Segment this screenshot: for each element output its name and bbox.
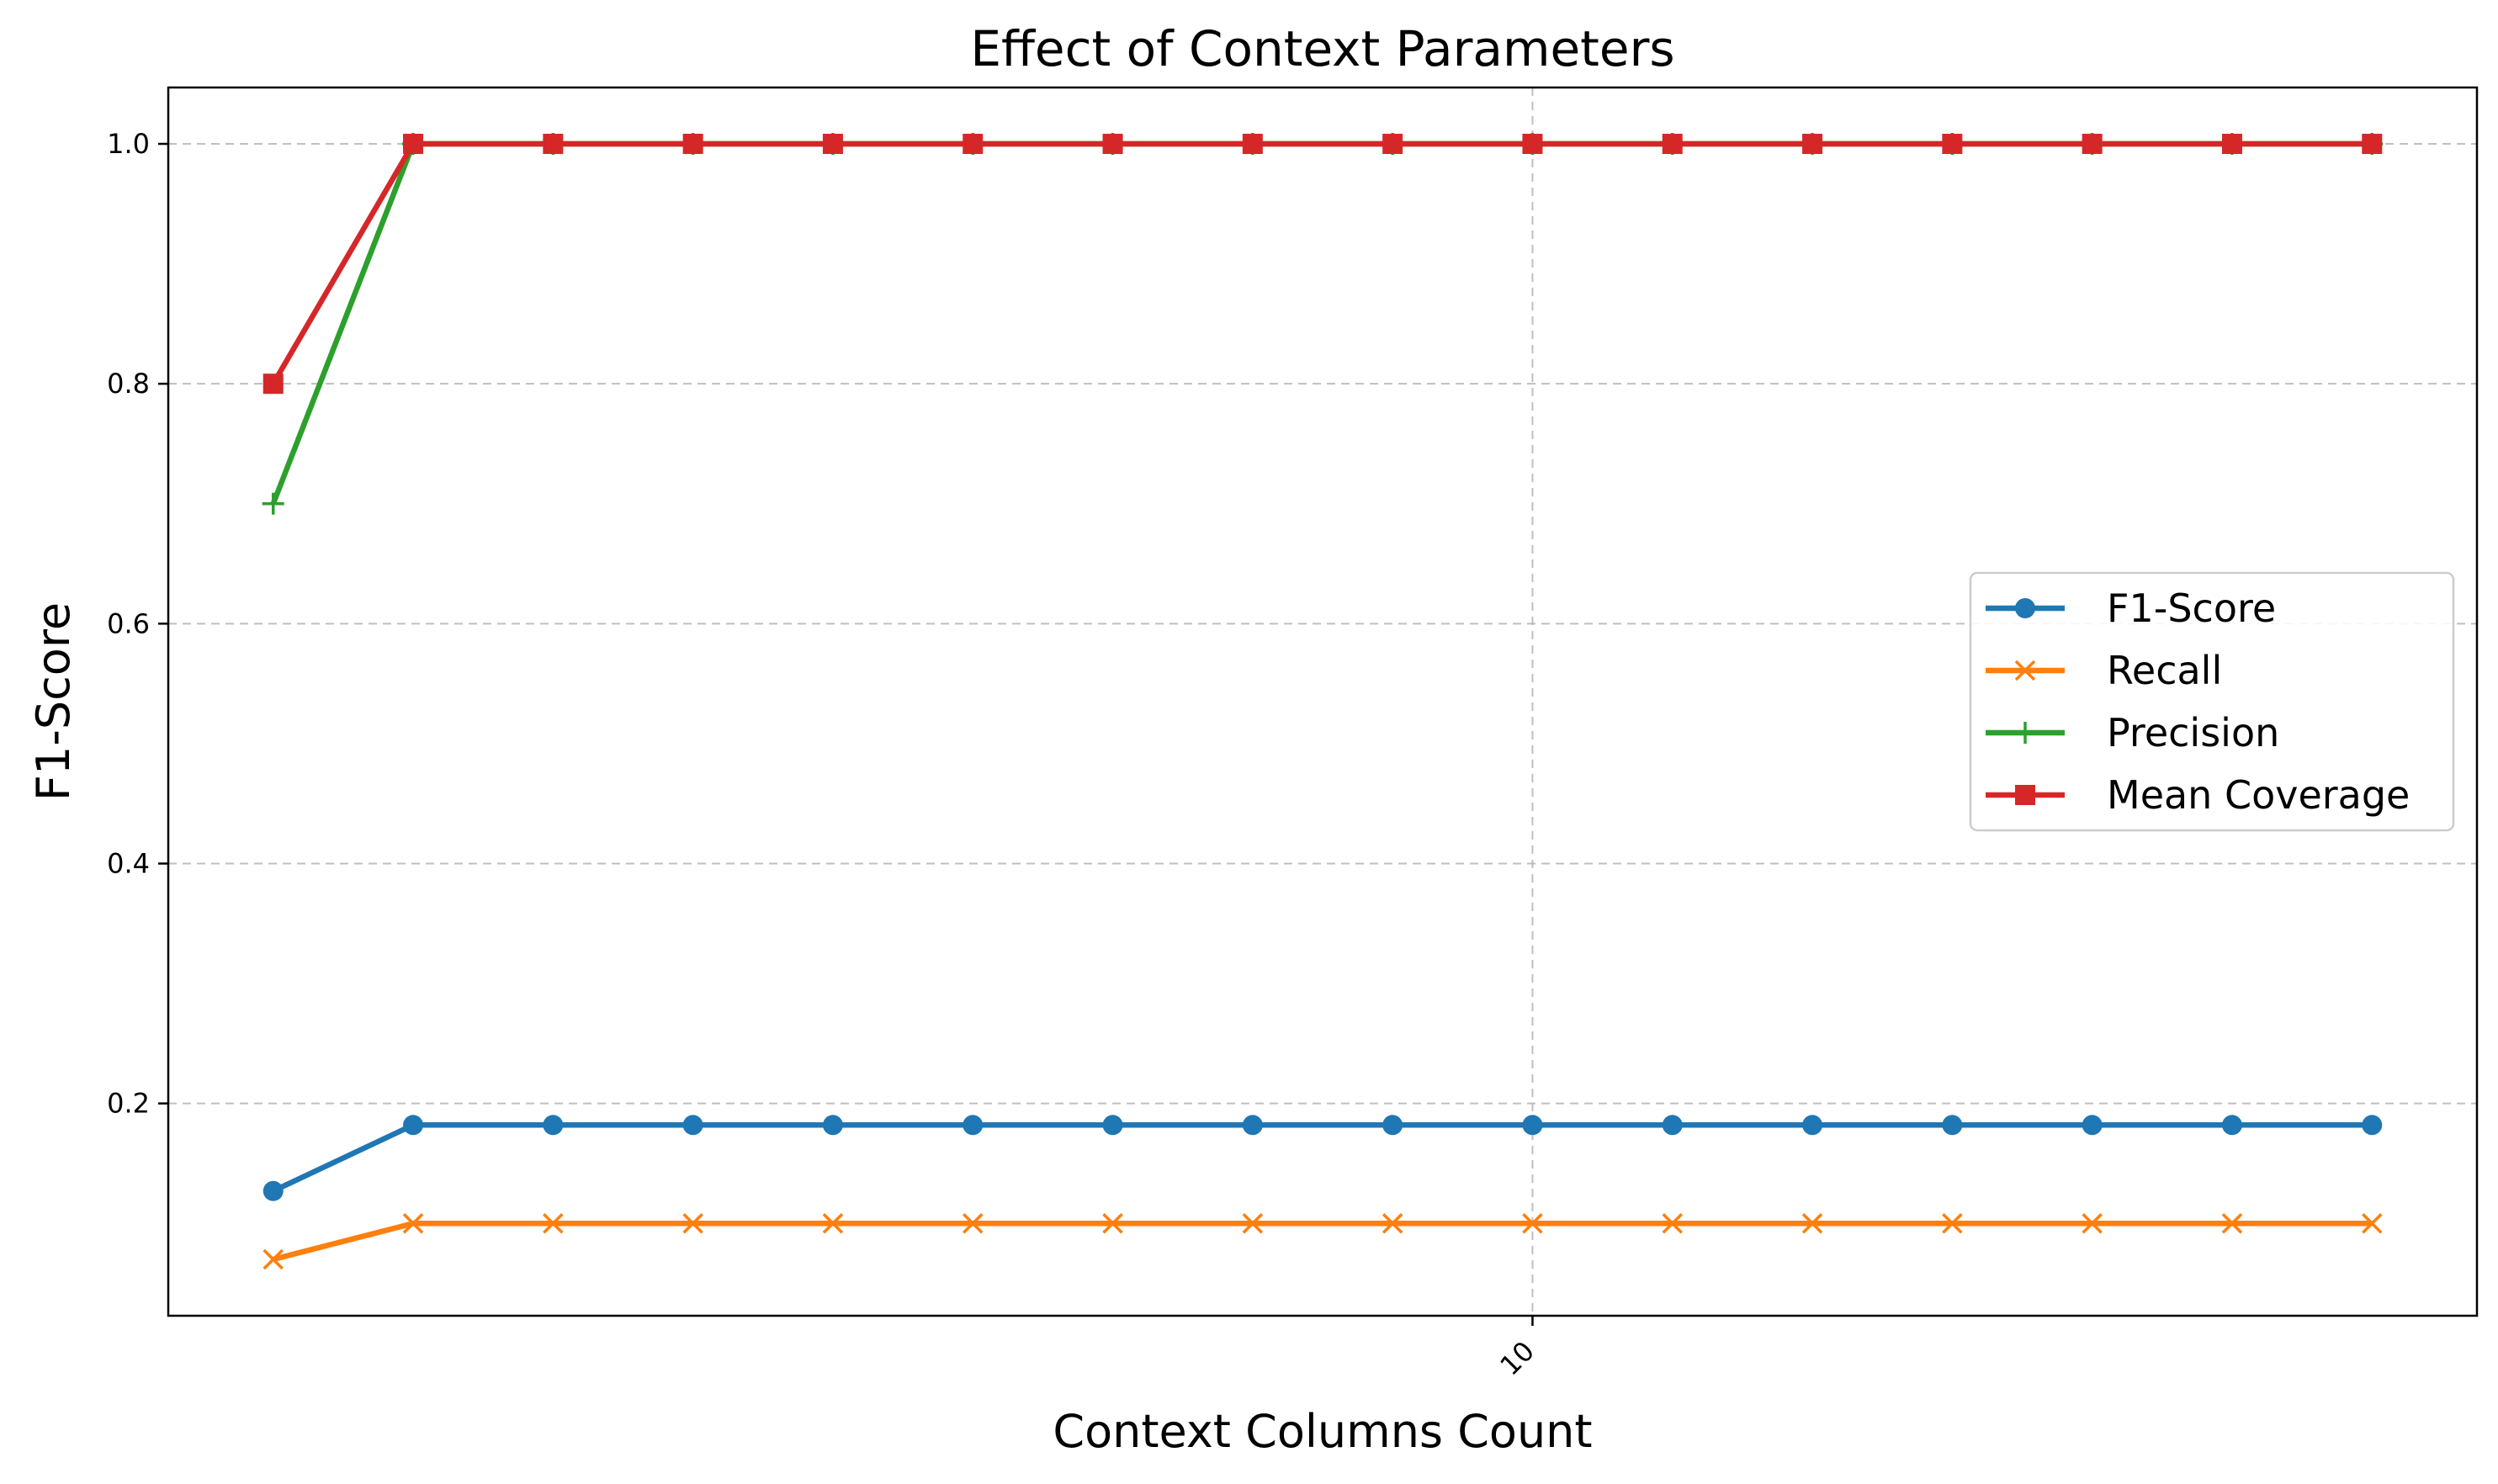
legend-label-mean-coverage: Mean Coverage — [2107, 772, 2410, 818]
data-point-f1-score — [963, 1115, 984, 1136]
data-point-f1-score — [2082, 1115, 2103, 1136]
chart-title: Effect of Context Parameters — [970, 20, 1674, 77]
data-point-mean-coverage — [1522, 134, 1543, 155]
legend-label-f1-score: F1-Score — [2107, 586, 2276, 631]
series-line-mean-coverage — [270, 140, 2373, 385]
data-point-mean-coverage — [403, 134, 424, 155]
legend-label-recall: Recall — [2107, 648, 2222, 693]
legend-box — [1969, 571, 2455, 832]
y-tick-label: 1.0 — [107, 128, 150, 160]
data-point-recall — [543, 1212, 564, 1234]
data-point-mean-coverage — [822, 134, 843, 155]
data-point-recall — [1662, 1212, 1683, 1234]
series-line-recall — [272, 1220, 2373, 1263]
data-point-f1-score — [682, 1115, 703, 1136]
data-point-recall — [263, 1248, 284, 1270]
legend-item-precision: Precision — [1986, 710, 2279, 755]
series-mean-coverage — [263, 134, 2383, 395]
data-point-f1-score — [1102, 1115, 1123, 1136]
data-point-mean-coverage — [2362, 134, 2383, 155]
data-point-recall — [2221, 1212, 2243, 1234]
data-point-recall — [1801, 1212, 1823, 1234]
data-point-f1-score — [2221, 1115, 2242, 1136]
data-point-precision — [262, 492, 284, 515]
plot-frame — [167, 86, 2479, 1317]
legend: F1-Score Recall Precision Mean Coverage — [1969, 571, 2455, 832]
data-point-f1-score — [1242, 1115, 1263, 1136]
data-point-mean-coverage — [2221, 134, 2242, 155]
legend-label-precision: Precision — [2107, 710, 2279, 755]
plot-series — [262, 133, 2384, 1270]
data-point-mean-coverage — [2082, 134, 2103, 155]
data-point-f1-score — [263, 1180, 284, 1201]
data-point-mean-coverage — [1662, 134, 1683, 155]
data-point-f1-score — [1382, 1115, 1403, 1136]
y-tick-label: 0.6 — [107, 607, 150, 639]
data-point-recall — [1942, 1212, 1963, 1234]
data-point-mean-coverage — [1102, 134, 1123, 155]
series-line-f1-score — [272, 1122, 2373, 1194]
series-recall — [263, 1212, 2383, 1270]
y-tick-label: 0.4 — [107, 847, 150, 879]
data-point-recall — [1102, 1212, 1123, 1234]
legend-marker-mean-coverage — [2015, 785, 2035, 805]
x-axis-label: Context Columns Count — [1053, 1405, 1592, 1458]
data-point-mean-coverage — [543, 134, 564, 155]
series-f1-score — [263, 1115, 2383, 1201]
data-point-mean-coverage — [963, 134, 984, 155]
data-point-f1-score — [2362, 1115, 2383, 1136]
data-point-f1-score — [822, 1115, 843, 1136]
data-point-mean-coverage — [1942, 134, 1963, 155]
data-point-recall — [402, 1212, 424, 1234]
legend-marker-precision — [2014, 722, 2036, 744]
data-point-f1-score — [1522, 1115, 1543, 1136]
y-tick-label: 0.2 — [107, 1088, 150, 1120]
data-point-recall — [682, 1212, 703, 1234]
data-point-recall — [1242, 1212, 1264, 1234]
data-point-f1-score — [1802, 1115, 1823, 1136]
data-point-recall — [963, 1212, 984, 1234]
data-point-mean-coverage — [1242, 134, 1263, 155]
data-point-mean-coverage — [1802, 134, 1823, 155]
legend-marker-f1-score — [2015, 598, 2035, 618]
data-point-recall — [2362, 1212, 2383, 1234]
data-point-mean-coverage — [682, 134, 703, 155]
data-point-f1-score — [543, 1115, 564, 1136]
legend-item-mean-coverage: Mean Coverage — [1986, 772, 2410, 818]
data-point-recall — [2082, 1212, 2103, 1234]
data-point-recall — [1382, 1212, 1403, 1234]
data-point-f1-score — [1662, 1115, 1683, 1136]
data-point-recall — [1522, 1212, 1543, 1234]
y-tick-label: 0.8 — [107, 368, 150, 400]
data-point-f1-score — [1942, 1115, 1963, 1136]
data-point-mean-coverage — [1382, 134, 1403, 155]
legend-marker-recall — [2014, 660, 2036, 681]
legend-item-f1-score: F1-Score — [1986, 586, 2276, 631]
legend-item-recall: Recall — [1986, 648, 2222, 693]
y-axis-label: F1-Score — [27, 602, 80, 801]
data-point-f1-score — [403, 1115, 424, 1136]
data-point-mean-coverage — [263, 374, 284, 395]
data-point-recall — [822, 1212, 844, 1234]
axis-ticks: 0.20.40.60.81.010 — [107, 128, 1541, 1381]
